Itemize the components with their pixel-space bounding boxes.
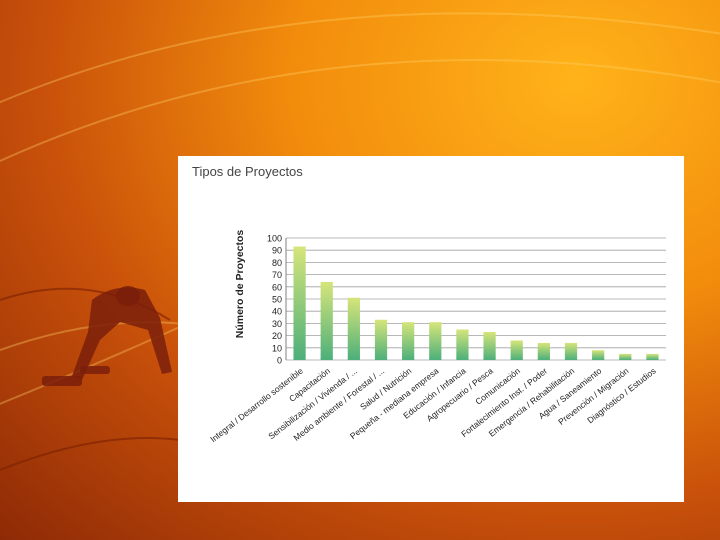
- bar: [537, 342, 550, 360]
- y-tick-label: 30: [272, 319, 282, 329]
- bar: [646, 353, 659, 360]
- y-tick-label: 70: [272, 270, 282, 280]
- y-tick-label: 50: [272, 295, 282, 305]
- runner-silhouette: [42, 286, 172, 386]
- bar-chart: 0 10 20 30 40 50 60 70 80 90 100 Integral / Desarr…: [208, 230, 666, 445]
- bar: [429, 322, 442, 360]
- y-tick-label: 20: [272, 331, 282, 341]
- bar: [374, 319, 388, 360]
- chart-panel: Tipos de Proyectos 0 10 20 30 40 50 60 70 80 90 10…: [178, 156, 684, 502]
- bar: [293, 246, 306, 360]
- chart-title: Tipos de Proyectos: [192, 164, 303, 179]
- y-tick-label: 60: [272, 282, 282, 292]
- y-axis-label: Número de Proyectos: [234, 230, 246, 339]
- bar: [402, 322, 415, 360]
- y-tick-label: 100: [267, 234, 282, 244]
- x-tick-label: Integral / Desarrollo sostenible: [208, 366, 305, 445]
- bar: [592, 350, 605, 360]
- y-tick-label: 10: [272, 343, 282, 353]
- bar: [619, 353, 632, 360]
- bar: [510, 340, 523, 360]
- bar: [347, 297, 360, 360]
- y-tick-label: 90: [272, 246, 282, 256]
- bar: [320, 281, 333, 360]
- y-tick-label: 0: [277, 356, 282, 366]
- bar: [564, 342, 578, 360]
- bar: [456, 329, 469, 360]
- bar: [483, 331, 496, 360]
- y-tick-label: 40: [272, 307, 282, 317]
- y-tick-label: 80: [272, 258, 282, 268]
